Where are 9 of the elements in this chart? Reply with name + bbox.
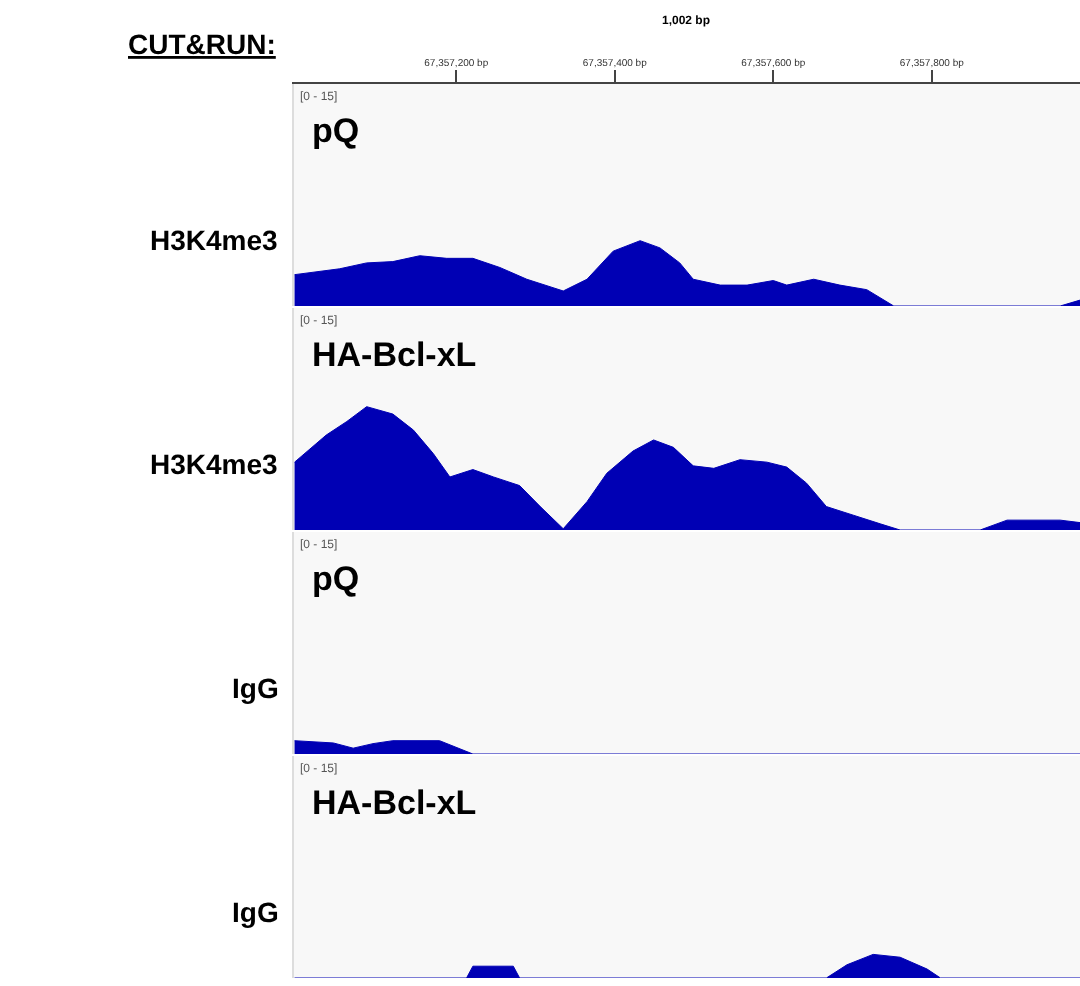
chart-title: HA-Bcl-xL	[312, 336, 477, 374]
y-axis-title: H3K4me3	[150, 224, 279, 256]
y-axis-title: IgG	[232, 896, 279, 928]
text: CUT&RUN:	[128, 28, 276, 60]
chart-title: pQ	[312, 560, 360, 598]
chart-title: HA-Bcl-xL	[312, 784, 477, 822]
y-axis-title: IgG	[232, 672, 279, 704]
y-axis-title: H3K4me3	[150, 448, 279, 480]
chart-title: pQ	[312, 112, 360, 150]
